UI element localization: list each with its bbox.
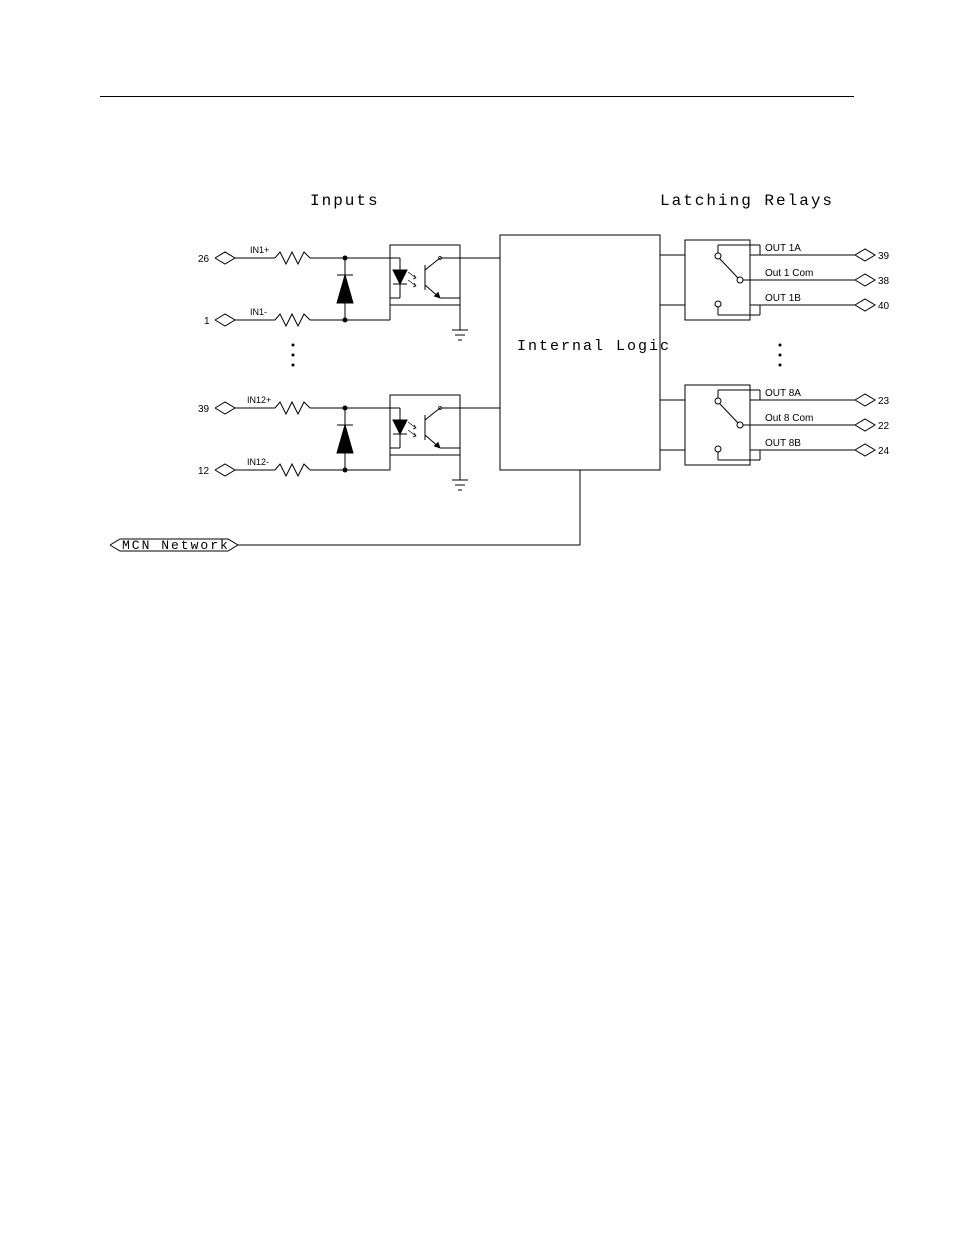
pin-arrow [855, 419, 875, 431]
header-rule [100, 96, 854, 97]
led-icon [393, 420, 407, 434]
pin-arrow [215, 402, 235, 414]
resistor-icon [275, 464, 310, 476]
pin-number: 40 [878, 301, 890, 312]
internal-logic-label: Internal Logic [517, 338, 671, 355]
diode-icon [337, 425, 353, 453]
out-label: Out 1 Com [765, 268, 813, 279]
pin-arrow [215, 252, 235, 264]
inputs-header: Inputs [310, 192, 380, 210]
pin-arrow [855, 394, 875, 406]
ellipsis-dots [779, 344, 782, 367]
contact-a [715, 253, 721, 259]
pin-number: 39 [878, 251, 890, 262]
pin-arrow [215, 314, 235, 326]
signal-label: IN12- [247, 457, 269, 467]
out-label: OUT 8A [765, 388, 801, 399]
input-block-2: 39 IN12+ 12 IN12- [198, 395, 500, 490]
pin-number: 39 [198, 404, 210, 415]
schematic-diagram: Inputs Latching Relays Internal Logic 26… [100, 180, 900, 600]
mcn-network: MCN Network [110, 470, 580, 553]
mcn-label: MCN Network [122, 538, 230, 553]
input-block-1: 26 IN1+ 1 IN1- [198, 245, 500, 340]
out-label: OUT 1B [765, 293, 801, 304]
pin-number: 38 [878, 276, 890, 287]
pin-arrow [855, 249, 875, 261]
pin-number: 12 [198, 466, 210, 477]
resistor-icon [275, 252, 310, 264]
pin-number: 24 [878, 446, 890, 457]
out-label: OUT 1A [765, 243, 801, 254]
contact-a [715, 398, 721, 404]
pin-arrow [855, 274, 875, 286]
out-label: OUT 8B [765, 438, 801, 449]
pin-arrow [855, 299, 875, 311]
led-icon [393, 270, 407, 284]
ellipsis-dots [292, 344, 295, 367]
out-label: Out 8 Com [765, 413, 813, 424]
pin-number: 26 [198, 254, 210, 265]
output-block-1: OUT 1A 39 Out 1 Com 38 OUT 1B 40 [660, 240, 890, 320]
resistor-icon [275, 314, 310, 326]
pin-number: 23 [878, 396, 890, 407]
pin-number: 1 [204, 316, 210, 327]
signal-label: IN1+ [250, 245, 269, 255]
pin-arrow [855, 444, 875, 456]
relays-header: Latching Relays [660, 192, 834, 210]
contact-b [715, 446, 721, 452]
output-block-2: OUT 8A 23 Out 8 Com 22 OUT 8B 24 [660, 385, 890, 465]
pin-arrow [215, 464, 235, 476]
resistor-icon [275, 402, 310, 414]
signal-label: IN1- [250, 307, 267, 317]
diode-icon [337, 275, 353, 303]
signal-label: IN12+ [247, 395, 271, 405]
contact-b [715, 301, 721, 307]
pin-number: 22 [878, 421, 890, 432]
